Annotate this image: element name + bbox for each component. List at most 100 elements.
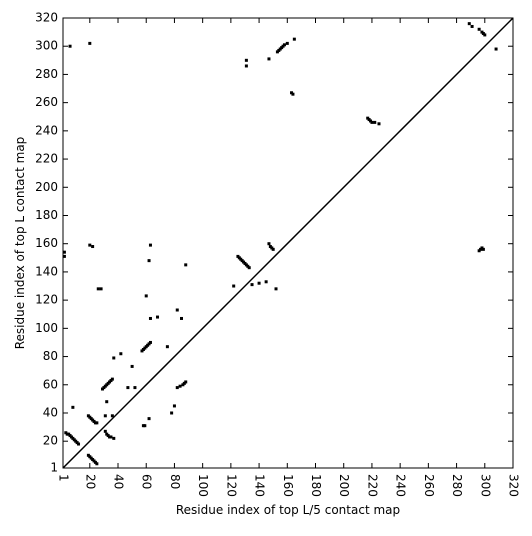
contact-point [247,266,251,270]
contact-point [156,315,160,319]
contact-point [178,384,182,388]
contact-point [88,41,92,45]
contact-point [126,386,130,390]
y-tick-label: 1 [50,461,58,475]
contact-point [148,316,152,320]
y-tick-label: 20 [43,434,58,448]
x-tick-label: 200 [337,474,351,497]
contact-point [88,243,92,247]
contact-point [377,122,381,126]
contact-point [95,462,99,466]
contact-point [250,283,254,287]
y-tick-label: 100 [35,321,58,335]
contact-point [103,414,107,418]
contact-point [110,414,114,418]
contact-point [232,284,236,288]
x-tick-label: 20 [83,474,97,489]
contact-point [179,316,183,320]
contact-point [105,400,109,404]
y-tick-label: 240 [35,123,58,137]
contact-point [184,263,188,267]
contact-point [110,377,114,381]
y-tick-label: 160 [35,236,58,250]
y-axis-label: Residue index of top L contact map [13,137,27,350]
contact-point [470,24,474,28]
contact-point [373,120,377,124]
contact-point [165,345,169,349]
contact-point [244,58,248,62]
contact-point [77,442,81,446]
x-tick-label: 240 [394,474,408,497]
x-tick-label: 180 [309,474,323,497]
contact-point [481,247,485,251]
contact-point [130,364,134,368]
contact-point [143,424,147,428]
contact-point [91,245,95,249]
diagonal [62,17,514,469]
contact-point [119,352,123,356]
x-tick-label: 1 [57,474,71,482]
y-tick-label: 200 [35,180,58,194]
contact-point [175,386,179,390]
y-tick-label: 140 [35,264,58,278]
y-tick-label: 260 [35,95,58,109]
contact-point [267,242,271,246]
y-tick-label: 60 [43,377,58,391]
contact-point [68,44,72,48]
contact-point [274,287,278,291]
contact-point [264,280,268,284]
contact-point [494,47,498,51]
contact-point [112,436,116,440]
y-tick-label: 180 [35,208,58,222]
x-tick-label: 80 [168,474,182,489]
contact-point [291,92,295,96]
x-tick-label: 160 [281,474,295,497]
contact-point [483,33,487,37]
contact-point [370,120,374,124]
contact-point [170,411,174,415]
x-tick-label: 120 [224,474,238,497]
contact-point [172,404,176,408]
contact-point [175,308,179,312]
contact-point [477,27,481,31]
x-tick-label: 40 [112,474,126,489]
contact-point [99,287,103,291]
y-tick-label: 120 [35,293,58,307]
y-tick-label: 280 [35,67,58,81]
x-tick-label: 300 [478,474,492,497]
x-tick-label: 140 [253,474,267,497]
contact-point [244,64,248,68]
contact-point [467,22,471,26]
contact-point [148,340,152,344]
contact-point [147,259,151,263]
y-tick-label: 300 [35,39,58,53]
x-tick-label: 60 [140,474,154,489]
contact-point [267,57,271,61]
contact-point [184,380,188,384]
y-tick-label: 80 [43,349,58,363]
contact-point [103,429,107,433]
contact-point [271,247,275,251]
contact-point [147,417,151,421]
x-tick-label: 260 [422,474,436,497]
contact-point [285,41,289,45]
x-tick-label: 220 [365,474,379,497]
y-tick-label: 220 [35,152,58,166]
contact-point [282,43,286,47]
contact-point [112,356,116,360]
y-tick-label: 40 [43,405,58,419]
x-tick-label: 280 [450,474,464,497]
contact-point [109,435,113,439]
x-tick-label: 320 [507,474,521,497]
contact-point [96,287,100,291]
contact-point [257,281,261,285]
contact-point [144,294,148,298]
x-axis-label: Residue index of top L/5 contact map [176,503,400,517]
contact-point [62,250,66,254]
y-tick-label: 320 [35,11,58,25]
contact-point [148,243,152,247]
x-tick-label: 100 [196,474,210,497]
contact-point [292,37,296,41]
